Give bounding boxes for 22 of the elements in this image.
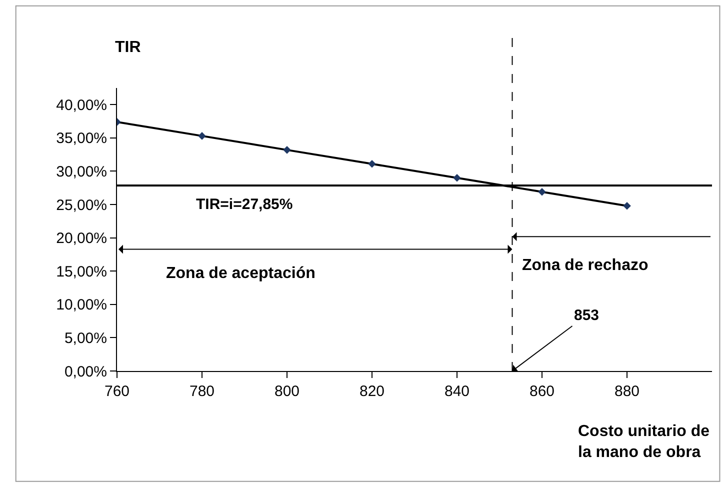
x-tick-label: 780 xyxy=(189,383,215,400)
x-tick-label: 760 xyxy=(104,383,130,400)
x-tick-label: 800 xyxy=(274,383,300,400)
y-tick-label: 15,00% xyxy=(56,263,107,280)
annotation: Zona de rechazo xyxy=(522,257,648,274)
x-axis-title: Costo unitario de la mano de obra xyxy=(578,423,710,461)
y-tick-label: 35,00% xyxy=(56,130,107,148)
x-tick-label: 820 xyxy=(359,383,385,400)
y-tick-label: 20,00% xyxy=(56,230,107,248)
y-tick-label: 25,00% xyxy=(56,196,107,214)
x-tick-label: 860 xyxy=(529,383,555,400)
y-tick-label: 10,00% xyxy=(56,296,107,314)
x-tick-label: 840 xyxy=(444,383,470,400)
y-tick-label: 5,00% xyxy=(64,330,107,347)
x-tick-label: 880 xyxy=(614,383,640,400)
ref-line-label: TIR=i=27,85% xyxy=(196,196,293,213)
y-tick-label: 40,00% xyxy=(56,96,107,114)
y-tick-label: 0,00% xyxy=(64,363,107,380)
y-axis-title: TIR xyxy=(115,39,142,56)
annotation: Zona de aceptación xyxy=(166,265,316,282)
y-tick-label: 30,00% xyxy=(56,163,107,180)
ref-line-label: 853 xyxy=(574,307,600,324)
